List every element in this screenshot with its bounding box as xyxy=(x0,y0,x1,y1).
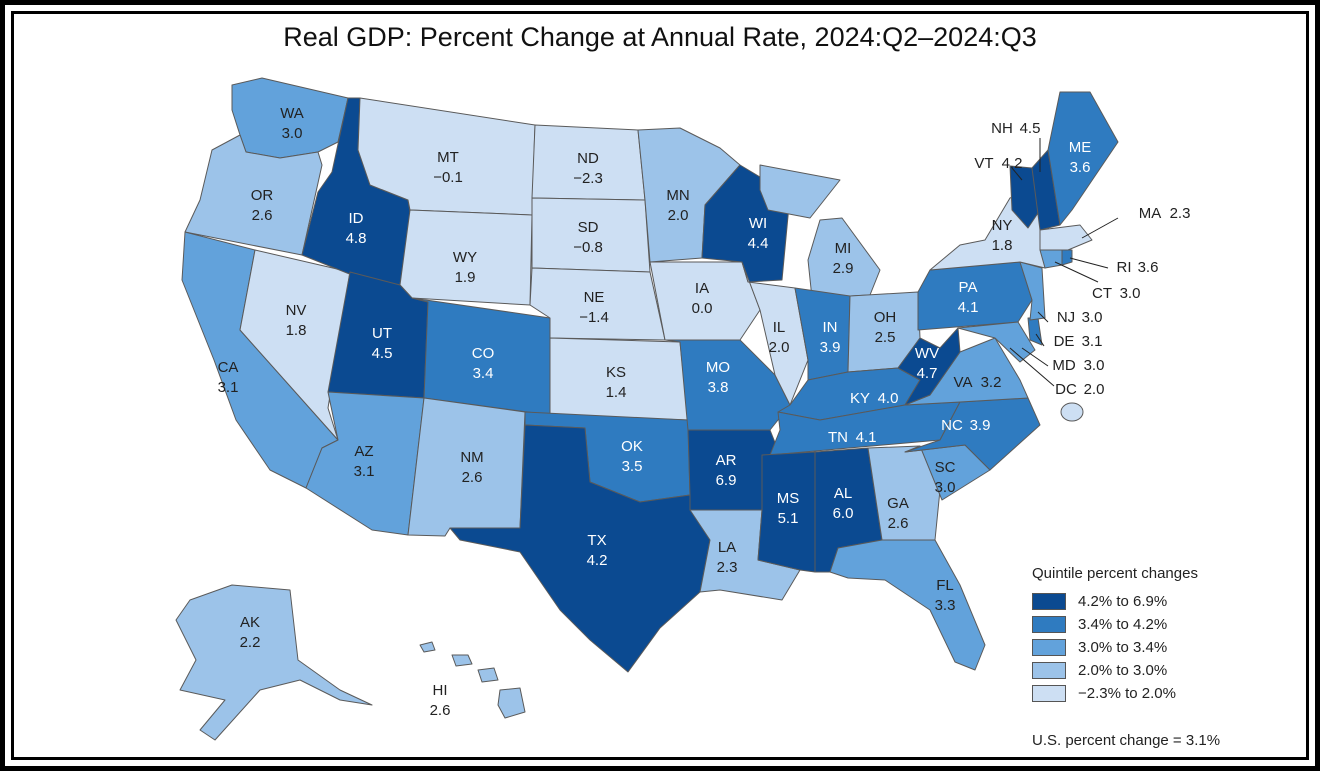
state-RI xyxy=(1061,249,1073,266)
state-VT xyxy=(1009,165,1041,229)
label-FL: FL 3.3 xyxy=(935,577,956,614)
label-NE: NE −1.4 xyxy=(579,289,609,326)
legend-item: 3.4% to 4.2% xyxy=(1032,613,1272,636)
inner-frame xyxy=(11,11,1309,760)
label-WY: WY 1.9 xyxy=(453,249,477,286)
label-TN: TN 4.1 xyxy=(828,429,876,446)
label-WV: WV 4.7 xyxy=(915,345,939,382)
leader-lines xyxy=(1009,138,1119,387)
label-NC: NC 3.9 xyxy=(941,417,990,434)
label-CA: CA 3.1 xyxy=(218,359,239,396)
label-VA: VA 3.2 xyxy=(954,374,1002,391)
label-WA: WA 3.0 xyxy=(280,105,304,142)
label-ME: ME 3.6 xyxy=(1069,139,1092,176)
label-HI: HI 2.6 xyxy=(430,682,451,719)
state-labels: WA 3.0 OR 2.6 CA 3.1 NV 1.8 ID 4.8 MT −0.1 WY 1… xyxy=(218,105,1191,719)
label-LA: LA 2.3 xyxy=(717,539,738,576)
label-MA: MA 2.3 xyxy=(1139,205,1191,222)
legend: Quintile percent changes 4.2% to 6.9% 3.… xyxy=(1032,565,1272,705)
label-ID: ID 4.8 xyxy=(346,210,367,247)
label-AR: AR 6.9 xyxy=(716,452,737,489)
label-MD: MD 3.0 xyxy=(1052,357,1104,374)
legend-swatch xyxy=(1032,616,1066,633)
state-AK xyxy=(175,584,373,741)
legend-item: 2.0% to 3.0% xyxy=(1032,659,1272,682)
legend-item: −2.3% to 2.0% xyxy=(1032,682,1272,705)
legend-swatch xyxy=(1032,662,1066,679)
label-CT: CT 3.0 xyxy=(1092,285,1140,302)
legend-swatch xyxy=(1032,593,1066,610)
state-GA xyxy=(867,445,941,541)
label-NH: NH 4.5 xyxy=(991,120,1040,137)
label-MO: MO 3.8 xyxy=(706,359,730,396)
label-AZ: AZ 3.1 xyxy=(354,443,375,480)
state-HI-3 xyxy=(477,667,499,683)
state-HI-2 xyxy=(451,654,473,667)
label-DE: DE 3.1 xyxy=(1054,333,1103,350)
label-IA: IA 0.0 xyxy=(692,280,713,317)
label-AK: AK 2.2 xyxy=(240,614,261,651)
label-MS: MS 5.1 xyxy=(777,490,800,527)
label-DC: DC 2.0 xyxy=(1055,381,1104,398)
label-OR: OR 2.6 xyxy=(251,187,274,224)
label-CO: CO 3.4 xyxy=(472,345,495,382)
label-RI: RI 3.6 xyxy=(1117,259,1159,276)
state-MD xyxy=(957,321,1036,363)
label-GA: GA 2.6 xyxy=(887,495,909,532)
label-IL: IL 2.0 xyxy=(769,319,790,356)
label-NV: NV 1.8 xyxy=(286,302,307,339)
state-IA xyxy=(649,261,761,341)
state-MA xyxy=(1039,224,1093,251)
state-HI-4 xyxy=(497,687,526,719)
legend-title: Quintile percent changes xyxy=(1032,565,1198,582)
label-PA: PA 4.1 xyxy=(958,279,979,316)
label-MN: MN 2.0 xyxy=(666,187,689,224)
state-MI2 xyxy=(807,217,881,299)
state-NM xyxy=(407,397,526,537)
state-FL xyxy=(829,539,986,671)
label-AL: AL 6.0 xyxy=(833,485,854,522)
legend-item: 4.2% to 6.9% xyxy=(1032,590,1272,613)
state-MI xyxy=(759,164,841,219)
label-MT: MT −0.1 xyxy=(433,149,463,186)
label-NY: NY 1.8 xyxy=(992,217,1013,254)
us-total: U.S. percent change = 3.1% xyxy=(1032,732,1221,749)
label-WI: WI 4.4 xyxy=(748,215,769,252)
state-OR xyxy=(184,134,323,256)
state-HI-1 xyxy=(419,641,436,653)
state-shapes xyxy=(175,77,1119,741)
label-SC: SC 3.0 xyxy=(935,459,956,496)
legend-swatch xyxy=(1032,639,1066,656)
state-PA xyxy=(917,261,1033,331)
label-MI: MI 2.9 xyxy=(833,240,854,277)
label-KS: KS 1.4 xyxy=(606,364,627,401)
state-NJ xyxy=(1019,261,1046,321)
dc-marker xyxy=(1060,402,1084,422)
legend-item: 3.0% to 3.4% xyxy=(1032,636,1272,659)
label-NJ: NJ 3.0 xyxy=(1057,309,1103,326)
label-VT: VT 4.2 xyxy=(974,155,1022,172)
label-KY: KY 4.0 xyxy=(850,390,898,407)
state-WY xyxy=(399,209,533,306)
map-title: Real GDP: Percent Change at Annual Rate,… xyxy=(283,22,1037,52)
legend-swatch xyxy=(1032,685,1066,702)
label-IN: IN 3.9 xyxy=(820,319,841,356)
label-UT: UT 4.5 xyxy=(372,325,393,362)
state-DE xyxy=(1027,317,1043,346)
state-ME xyxy=(1047,91,1119,226)
label-OH: OH 2.5 xyxy=(874,309,897,346)
label-SD: SD −0.8 xyxy=(573,219,603,256)
label-NM: NM 2.6 xyxy=(460,449,483,486)
label-OK: OK 3.5 xyxy=(621,438,643,475)
state-WV xyxy=(897,327,961,406)
label-TX: TX 4.2 xyxy=(587,532,608,569)
state-TX xyxy=(449,424,711,673)
label-ND: ND −2.3 xyxy=(573,150,603,187)
